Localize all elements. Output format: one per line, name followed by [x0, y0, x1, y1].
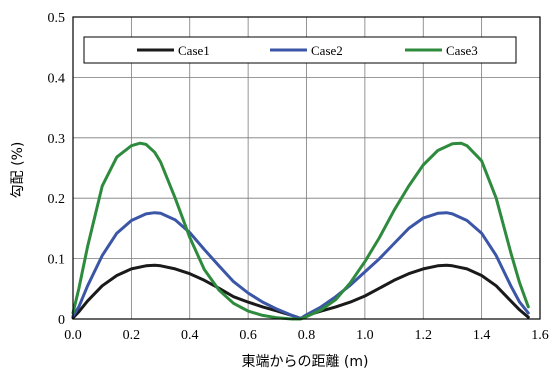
tick-labels: 0.0 0.2 0.4 0.6 0.8 1.0 1.2 1.4 1.6 0 0.1 0.2 0.3 0.4…: [48, 11, 549, 343]
legend-box: [83, 36, 517, 64]
legend: Case1 Case2 Case3: [83, 36, 517, 64]
x-tick-label: 1.2: [415, 328, 433, 343]
y-tick-label: 0.4: [48, 71, 66, 86]
y-tick-label: 0.2: [48, 192, 66, 207]
grid: [72, 16, 541, 320]
plot-frame: [72, 16, 541, 320]
x-axis-title: 東端からの距離 (m): [241, 353, 368, 370]
x-tick-label: 0.6: [239, 328, 257, 343]
legend-label-case2: Case2: [311, 43, 343, 58]
y-tick-label: 0: [58, 313, 65, 328]
x-tick-label: 0.8: [298, 328, 316, 343]
y-axis-title: 勾配 (%): [10, 142, 26, 199]
x-tick-label: 0.2: [123, 328, 141, 343]
series-line-case1: [71, 263, 530, 320]
series-line-case3: [71, 141, 530, 321]
x-tick-label: 1.0: [356, 328, 374, 343]
y-tick-label: 0.3: [48, 132, 66, 147]
legend-label-case3: Case3: [446, 43, 478, 58]
x-tick-label: 1.4: [473, 328, 491, 343]
y-tick-label: 0.5: [48, 11, 66, 26]
x-tick-label: 0.0: [64, 328, 82, 343]
legend-label-case1: Case1: [178, 43, 210, 58]
x-tick-label: 1.6: [531, 328, 549, 343]
series-lines: [71, 141, 530, 321]
x-tick-label: 0.4: [181, 328, 199, 343]
y-tick-label: 0.1: [48, 253, 66, 268]
